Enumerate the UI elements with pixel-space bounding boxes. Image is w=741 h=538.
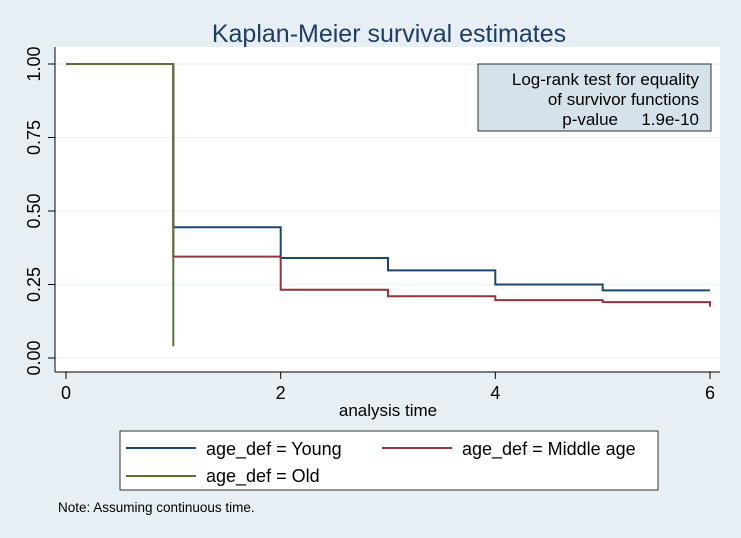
x-tick-label-3: 6 (705, 383, 715, 403)
axes: 0.00 0.25 0.50 0.75 1.00 0 2 4 6 (24, 46, 720, 403)
y-tick-label-3: 0.75 (24, 120, 44, 155)
y-tick-label-4: 1.00 (24, 46, 44, 81)
annotation-box (477, 63, 712, 132)
legend-label-young: age_def = Young (206, 439, 342, 460)
legend: age_def = Young age_def = Middle age age… (119, 430, 659, 491)
x-axis-label: analysis time (339, 401, 437, 420)
y-tick-label-2: 0.50 (24, 193, 44, 228)
annotation-line1: Log-rank test for equality (512, 70, 700, 89)
y-tick-label-1: 0.25 (24, 267, 44, 302)
x-tick-label-2: 4 (490, 383, 500, 403)
y-tick-label-0: 0.00 (24, 340, 44, 375)
legend-label-old: age_def = Old (206, 466, 320, 487)
x-tick-label-1: 2 (276, 383, 286, 403)
legend-label-middle-age: age_def = Middle age (462, 439, 636, 460)
series-lines (66, 63, 711, 347)
chart-title: Kaplan-Meier survival estimates (212, 20, 566, 48)
x-tick-label-0: 0 (61, 383, 71, 403)
pvalue-label: p-value (562, 110, 618, 129)
logrank-annotation: Log-rank test for equality of survivor f… (477, 63, 712, 132)
series-line-old (66, 63, 175, 347)
pvalue-value: 1.9e-10 (641, 110, 699, 129)
annotation-line2: of survivor functions (548, 90, 699, 109)
footnote: Note: Assuming continuous time. (58, 500, 255, 515)
legend-box (119, 430, 659, 491)
gridlines (55, 63, 720, 359)
